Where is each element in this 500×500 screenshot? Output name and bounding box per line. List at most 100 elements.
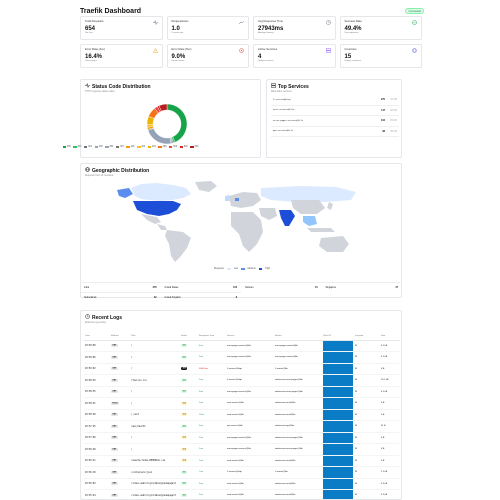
log-response-time: 3ms bbox=[198, 386, 226, 398]
stat-card: Avg Response Time 27943ms Average latency bbox=[253, 16, 336, 40]
legend-item-200: 200 bbox=[62, 146, 71, 149]
log-response-time: 1ms bbox=[198, 374, 226, 387]
log-method-cell: GET bbox=[110, 489, 130, 499]
log-client-ip bbox=[322, 432, 354, 444]
x-circle-icon bbox=[239, 47, 244, 53]
map-europe bbox=[229, 192, 261, 208]
legend-item-301: 301 bbox=[83, 146, 92, 149]
log-row[interactable]: 20:56:48 GET /304 1ms error-pages-service@fi… bbox=[84, 443, 400, 456]
log-row[interactable]: 20:56:18 GET/containers/json 200 7ms 1-servi… bbox=[84, 466, 400, 479]
log-row[interactable]: 20:57:06 GET /304 2ms error-pages-service@fi… bbox=[84, 432, 400, 444]
world-map[interactable] bbox=[111, 180, 371, 264]
logs-column-header[interactable]: Time bbox=[84, 332, 110, 341]
legend-item-204: 204 bbox=[73, 146, 81, 149]
log-response-time: 1ms bbox=[198, 443, 226, 456]
service-row[interactable]: next-service@file 147 22.5% bbox=[271, 106, 399, 116]
log-response-time: 30001ms bbox=[198, 363, 226, 375]
legend-label: 200 bbox=[66, 146, 71, 149]
log-client-ip bbox=[322, 489, 354, 499]
service-count: 270 bbox=[381, 98, 385, 102]
map-middle-east bbox=[259, 208, 277, 220]
log-row[interactable]: 20:59:09 GET /200 4ms error-pages-service@fi… bbox=[84, 340, 400, 352]
log-time: 20:57:45 bbox=[84, 420, 110, 433]
legend-low-swatch bbox=[227, 268, 231, 271]
geo-title-text: Geographic Distribution bbox=[92, 167, 150, 174]
log-path: /index.aeb?origin=1&lang=en&page=2 bbox=[130, 478, 180, 490]
legend-swatch bbox=[158, 146, 162, 149]
log-router: 1-router@file bbox=[274, 466, 322, 479]
logs-column-header[interactable]: Response Time bbox=[198, 332, 226, 341]
log-row[interactable]: 20:58:51 POST /304 1ms next-service@file webs… bbox=[84, 397, 400, 410]
alert-icon bbox=[152, 47, 158, 53]
service-row[interactable]: error-pages-service@file 102 15.6% bbox=[271, 116, 399, 127]
server-icon bbox=[325, 47, 331, 53]
status-code-card: Status Code Distribution HTTP response s… bbox=[80, 79, 261, 158]
logs-column-header[interactable]: Service bbox=[226, 332, 274, 341]
log-method: GET bbox=[111, 378, 118, 382]
stat-value: 9.0% bbox=[171, 53, 186, 60]
top-services-title: Top Services bbox=[271, 83, 397, 90]
country-count: 8 bbox=[235, 296, 237, 299]
log-row[interactable]: 20:58:55 GET /200 3ms error-pages-service@fi… bbox=[84, 386, 400, 398]
logs-column-header[interactable]: Client IP bbox=[322, 332, 354, 341]
activity-icon bbox=[85, 82, 90, 90]
logs-column-header[interactable]: Router bbox=[274, 332, 322, 341]
log-status-cell: 304 bbox=[180, 409, 198, 421]
log-time: 20:55:44 bbox=[84, 489, 110, 499]
log-path: /favicon.ico bbox=[130, 374, 180, 387]
service-row[interactable]: api-service@file 98 15.0% bbox=[271, 127, 399, 137]
donut-slice-200[interactable] bbox=[166, 103, 188, 143]
logs-title: Recent Logs bbox=[85, 314, 397, 321]
log-row[interactable]: 20:55:44 GET/index.aeb?origin=1&lang=en&p… bbox=[84, 489, 400, 499]
logs-column-header[interactable]: Path bbox=[130, 332, 180, 341]
log-row[interactable]: 20:56:02 GET/index.aeb?origin=1&lang=en&p… bbox=[84, 478, 400, 490]
log-row[interactable]: 20:59:02 GET /499 30001ms 1-service@http 1-ro… bbox=[84, 363, 400, 375]
log-service: next-service@file bbox=[226, 455, 274, 467]
log-time: 20:58:48 bbox=[84, 409, 110, 421]
log-service: api-service@file bbox=[226, 420, 274, 433]
map-australia bbox=[319, 236, 349, 252]
service-count: 98 bbox=[382, 129, 385, 133]
service-percent: 15.0% bbox=[390, 129, 397, 133]
log-row[interactable]: 20:57:45 GET/api/health 200 5ms api-service@… bbox=[84, 420, 400, 433]
log-method: GET bbox=[111, 390, 118, 394]
donut-slice-304[interactable] bbox=[147, 128, 172, 145]
service-name: next-service@file bbox=[273, 109, 295, 112]
map-indonesia bbox=[307, 228, 335, 232]
legend-label: 301 bbox=[88, 146, 92, 149]
log-row[interactable]: 20:58:59 GET/favicon.ico 200 1ms 1-service@h… bbox=[84, 374, 400, 387]
log-size: 0 B bbox=[380, 432, 400, 444]
legend-medium-swatch bbox=[241, 268, 245, 271]
log-status: 304 bbox=[181, 401, 188, 405]
country-item: India 278 bbox=[80, 282, 161, 292]
status-code-subtitle: HTTP response status codes bbox=[85, 90, 115, 93]
logs-column-header[interactable]: Status bbox=[180, 332, 198, 341]
donut-slice-503[interactable] bbox=[158, 103, 168, 112]
map-uk bbox=[225, 195, 230, 201]
log-location: IN bbox=[354, 466, 380, 479]
client-ip-redacted bbox=[323, 363, 353, 374]
logs-column-header[interactable]: Location bbox=[354, 332, 380, 341]
log-row[interactable]: 20:59:06 GET /200 2ms error-pages-service@fi… bbox=[84, 351, 400, 364]
legend-swatch bbox=[62, 146, 67, 149]
log-client-ip bbox=[322, 466, 354, 479]
log-status: 200 bbox=[181, 390, 188, 394]
logs-column-header[interactable]: Size bbox=[380, 332, 400, 341]
log-location: IN bbox=[354, 489, 380, 499]
log-location: IN bbox=[354, 340, 380, 352]
stat-sub: Current rate bbox=[171, 32, 184, 35]
log-time: 20:57:06 bbox=[84, 432, 110, 444]
logs-column-header[interactable]: Method bbox=[110, 332, 130, 341]
legend-item-502: 502 bbox=[179, 146, 188, 149]
service-row[interactable]: 1-service@http 270 41.3% bbox=[271, 95, 399, 106]
log-row[interactable]: 20:56:21 GET/assets/index-BPHK0b2x.css 304… bbox=[84, 455, 400, 467]
log-location: IN bbox=[354, 351, 380, 364]
status-donut-chart bbox=[146, 103, 188, 145]
log-row[interactable]: 20:58:48 GET /_next 304 12ms next-service@fil… bbox=[84, 409, 400, 421]
log-method: GET bbox=[111, 470, 118, 474]
log-status-cell: 304 bbox=[180, 455, 198, 467]
logs-table: Time Method Path Status Response Time Service… bbox=[84, 332, 400, 499]
log-method-cell: GET bbox=[110, 420, 130, 433]
log-location: IN bbox=[354, 478, 380, 490]
log-location: IN bbox=[354, 420, 380, 433]
